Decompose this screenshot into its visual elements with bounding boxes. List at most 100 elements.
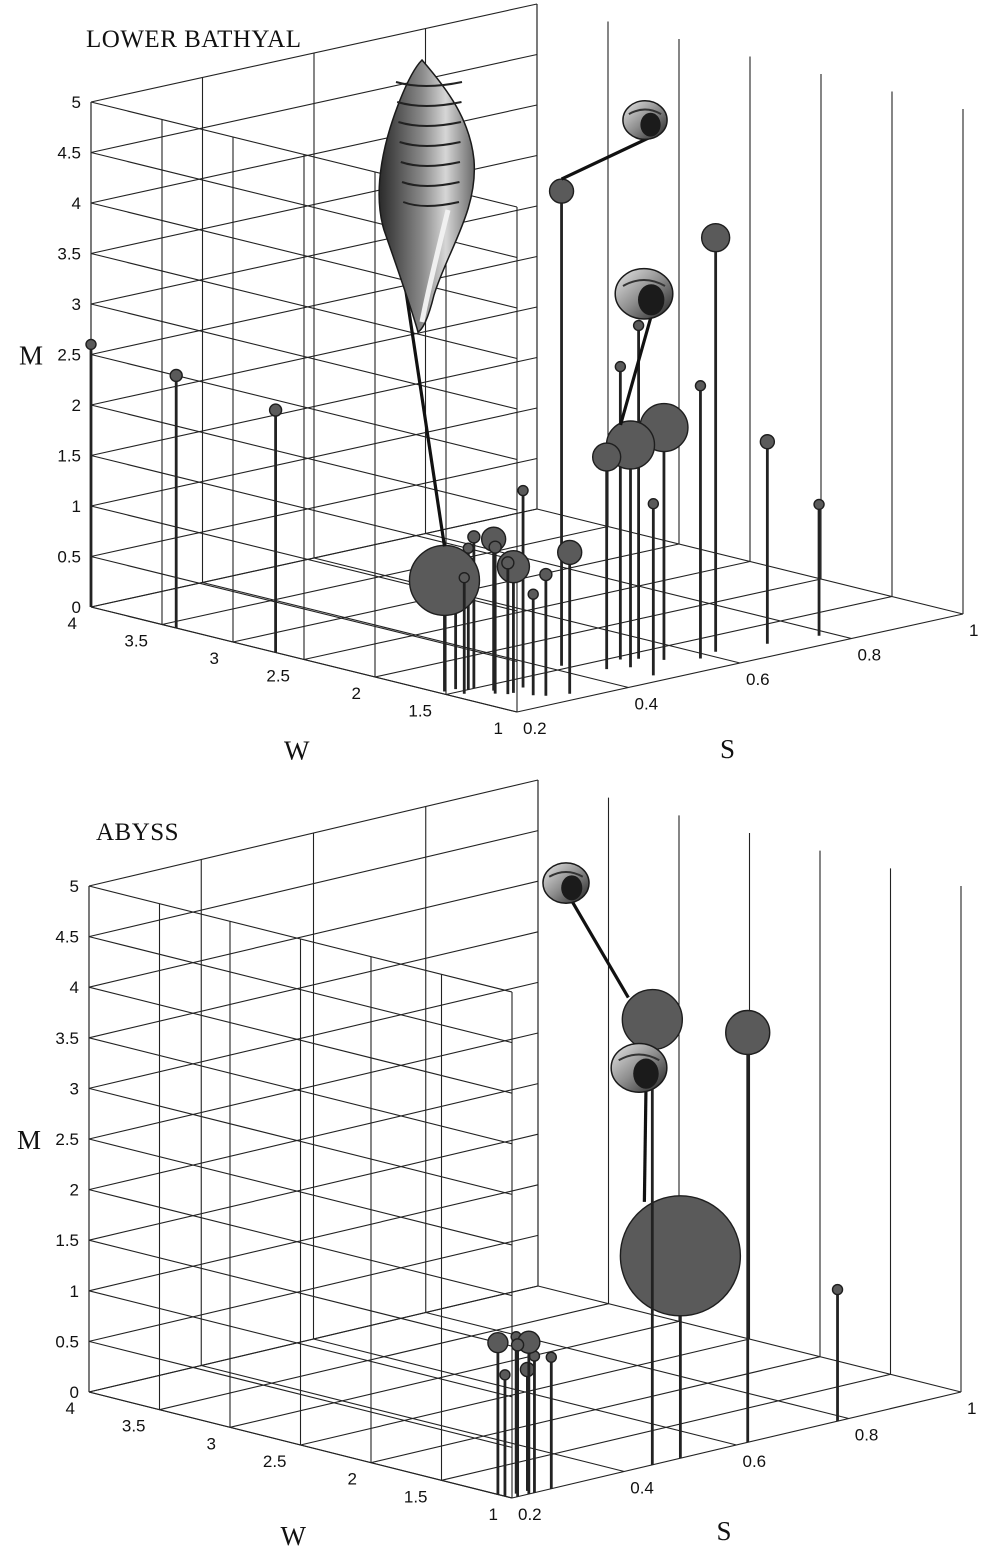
back-wall-grid-line [88, 880, 539, 988]
data-point [510, 1338, 525, 1352]
y-tick-label: 3 [210, 649, 219, 668]
y-tick-label: 2.5 [266, 667, 290, 686]
data-point [467, 530, 481, 544]
data-point [591, 442, 622, 472]
z-axis-label: M [17, 1125, 41, 1155]
back-wall-grid-line [90, 407, 538, 507]
fusiform-shell-icon [378, 58, 476, 547]
data-point [539, 567, 553, 582]
snail-shell-icon [542, 862, 630, 999]
shell-aperture [640, 112, 661, 137]
data-point [85, 338, 97, 351]
x-tick-label: 0.6 [743, 1452, 767, 1471]
y-tick-label: 3 [207, 1434, 216, 1453]
chart-panel-lower-bathyal: LOWER BATHYAL 0 0.5 1 1.5 2 2.5 3 3.5 4 4.5 5 1 1.5 2… [19, 3, 978, 766]
x-tick-label: 1 [967, 1399, 976, 1418]
back-wall-grid-line [90, 508, 538, 608]
data-point [725, 1009, 771, 1056]
data-point [694, 380, 707, 392]
z-tick-label: 4 [70, 978, 79, 997]
z-tick-label: 4 [72, 194, 81, 213]
shell-rib [396, 101, 462, 107]
shell-leader-line [560, 135, 652, 181]
x-tick-label: 0.4 [635, 695, 659, 714]
shell-aperture [638, 284, 665, 316]
floor-grid-line [374, 578, 822, 678]
data-point [487, 1331, 509, 1354]
back-wall-grid-line [88, 1083, 539, 1191]
x-tick-label: 0.2 [518, 1505, 542, 1524]
back-wall-grid-line [90, 255, 538, 356]
z-tick-label: 3 [72, 295, 81, 314]
data-point [813, 498, 825, 511]
chart-panel-abyss: ABYSS 0 0.5 1 1.5 2 2.5 3 3.5 4 4.5 5 1 1.5 2 2.5 3 3.5 4… [17, 779, 976, 1547]
floor-grid-line [516, 613, 964, 713]
back-wall-grid-line [88, 1032, 539, 1140]
back-wall-grid-line [90, 457, 538, 558]
data-point [614, 360, 627, 373]
data-point [517, 484, 529, 497]
data-point [488, 540, 502, 554]
shell-rib [395, 81, 463, 87]
data-point [831, 1283, 844, 1296]
shell-rib [398, 121, 462, 127]
y-tick-label: 1.5 [408, 702, 432, 721]
back-wall-grid-line [88, 1133, 539, 1241]
z-tick-label: 1.5 [57, 447, 81, 466]
x-tick-label: 0.8 [855, 1426, 879, 1445]
shell-whorl [628, 108, 662, 115]
data-point [700, 222, 731, 253]
data-point [462, 542, 474, 554]
x-tick-label: 0.6 [746, 670, 770, 689]
x-axis-label: S [717, 1516, 732, 1546]
y-tick-label: 2.5 [263, 1452, 287, 1471]
z-tick-label: 0 [70, 1383, 79, 1402]
back-wall-grid-line [88, 779, 539, 887]
z-tick-label: 2 [70, 1181, 79, 1200]
y-tick-label: 3.5 [122, 1417, 146, 1436]
snail-shell-icon [614, 267, 674, 426]
data-point [548, 178, 575, 204]
back-wall-grid-line [88, 1285, 539, 1393]
x-tick-label: 1 [969, 621, 978, 640]
z-tick-label: 2 [72, 396, 81, 415]
y-tick-label: 3.5 [124, 632, 148, 651]
chart-title: LOWER BATHYAL [86, 26, 302, 53]
data-point [759, 434, 776, 450]
data-point [458, 571, 470, 584]
z-tick-label: 0.5 [57, 548, 81, 567]
z-tick-label: 2.5 [57, 346, 81, 365]
back-wall-grid-line [88, 981, 539, 1089]
floor-grid-line [370, 1356, 821, 1464]
z-tick-label: 2.5 [55, 1130, 79, 1149]
z-tick-label: 5 [70, 877, 79, 896]
x-tick-label: 0.2 [523, 719, 547, 738]
data-point [169, 368, 183, 383]
shell-aperture [561, 875, 583, 901]
z-tick-label: 0 [72, 598, 81, 617]
z-axis-label: M [19, 341, 43, 371]
floor-grid-line [441, 1373, 891, 1481]
shell-rib [401, 181, 460, 187]
data-point [632, 319, 645, 332]
y-tick-label: 1 [494, 719, 503, 738]
data-point [496, 549, 531, 584]
z-tick-label: 0.5 [55, 1332, 79, 1351]
z-tick-label: 4.5 [55, 928, 79, 947]
y-axis-label: W [284, 736, 310, 766]
data-point [647, 498, 660, 510]
z-tick-label: 3.5 [55, 1029, 79, 1048]
back-wall-grid-line [88, 1184, 539, 1292]
data-point [499, 1369, 511, 1381]
shell-body [378, 58, 476, 334]
shell-leader-line [618, 315, 653, 426]
floor-grid-line [159, 1303, 609, 1411]
back-wall-grid-line [90, 306, 538, 406]
z-tick-label: 5 [72, 93, 81, 112]
z-tick-label: 3 [70, 1079, 79, 1098]
y-tick-label: 2 [348, 1470, 357, 1489]
y-tick-label: 4 [68, 614, 77, 633]
y-tick-label: 2 [352, 684, 361, 703]
y-axis-label: W [281, 1521, 307, 1547]
